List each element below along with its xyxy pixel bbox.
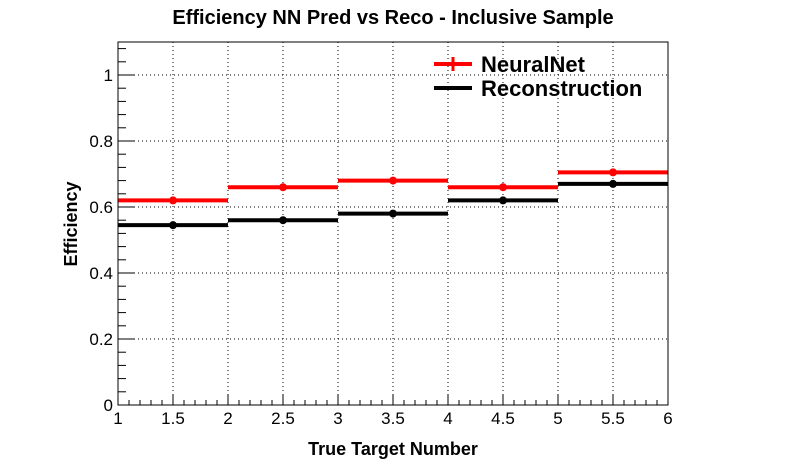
x-tick-label: 2.5 — [271, 409, 295, 428]
y-tick-label: 0.2 — [89, 330, 113, 349]
data-point — [169, 221, 177, 230]
data-point — [169, 196, 177, 205]
x-tick-label: 4 — [443, 409, 452, 428]
x-tick-label: 3 — [333, 409, 342, 428]
y-tick-label: 0.6 — [89, 198, 113, 217]
x-tick-label: 5 — [553, 409, 562, 428]
x-tick-label: 5.5 — [601, 409, 625, 428]
data-point — [279, 216, 287, 225]
data-point — [279, 183, 287, 192]
series-neuralnet — [118, 168, 668, 205]
x-tick-label: 4.5 — [491, 409, 515, 428]
legend-entry: NeuralNet — [434, 52, 586, 77]
legend-entry: Reconstruction — [434, 76, 642, 101]
data-point — [609, 179, 617, 188]
y-tick-label: 1 — [104, 66, 113, 85]
data-point — [499, 196, 507, 205]
x-tick-label: 3.5 — [381, 409, 405, 428]
data-point — [389, 209, 397, 218]
series-reconstruction — [118, 179, 668, 230]
series-layer — [118, 168, 668, 230]
y-axis-label: Efficiency — [61, 181, 81, 266]
data-point — [609, 168, 617, 177]
y-tick-label: 0.4 — [89, 264, 113, 283]
x-tick-label: 1 — [113, 409, 122, 428]
y-tick-label: 0.8 — [89, 132, 113, 151]
x-axis-label: True Target Number — [308, 439, 478, 459]
axes: 1 1.5 2 2.5 3 3.5 4 4.5 5 5.5 6 0 0.2 0.4 0.6 0.8 1 — [89, 48, 673, 428]
data-point — [389, 176, 397, 185]
legend-label: Reconstruction — [481, 76, 642, 101]
legend-label: NeuralNet — [481, 52, 586, 77]
x-tick-label: 6 — [663, 409, 672, 428]
grid-lines — [118, 42, 668, 405]
x-tick-label: 2 — [223, 409, 232, 428]
data-point — [499, 183, 507, 192]
y-tick-label: 0 — [104, 396, 113, 415]
x-tick-label: 1.5 — [161, 409, 185, 428]
chart-title: Efficiency NN Pred vs Reco - Inclusive S… — [172, 7, 613, 29]
